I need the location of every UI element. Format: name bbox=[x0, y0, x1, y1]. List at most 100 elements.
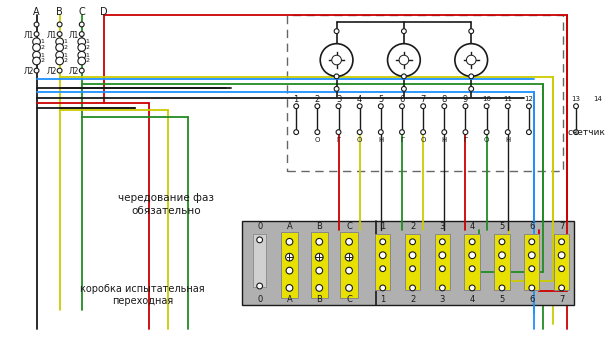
Circle shape bbox=[469, 285, 475, 291]
Circle shape bbox=[410, 266, 415, 272]
Circle shape bbox=[409, 252, 416, 259]
Circle shape bbox=[332, 55, 341, 65]
Circle shape bbox=[439, 266, 446, 272]
Bar bbox=[287, 15, 563, 171]
Bar bbox=[494, 234, 510, 290]
Circle shape bbox=[439, 285, 446, 291]
Circle shape bbox=[455, 44, 487, 76]
Circle shape bbox=[378, 104, 383, 109]
Text: Н: Н bbox=[442, 137, 447, 143]
Text: Л2: Л2 bbox=[69, 67, 80, 76]
Circle shape bbox=[499, 285, 505, 291]
Circle shape bbox=[380, 285, 385, 291]
Circle shape bbox=[499, 239, 505, 245]
Circle shape bbox=[439, 239, 446, 245]
Circle shape bbox=[78, 38, 86, 45]
Circle shape bbox=[529, 252, 535, 259]
Text: Г: Г bbox=[400, 137, 404, 143]
Text: 8: 8 bbox=[442, 95, 447, 104]
Circle shape bbox=[466, 55, 476, 65]
Text: 2: 2 bbox=[63, 45, 67, 50]
Circle shape bbox=[56, 38, 64, 45]
Circle shape bbox=[33, 51, 41, 59]
Circle shape bbox=[320, 44, 353, 76]
Text: 4: 4 bbox=[470, 295, 475, 304]
Circle shape bbox=[469, 266, 475, 272]
Circle shape bbox=[529, 285, 535, 291]
Circle shape bbox=[399, 104, 404, 109]
Circle shape bbox=[33, 44, 41, 51]
Circle shape bbox=[506, 104, 510, 109]
Circle shape bbox=[286, 285, 293, 291]
Circle shape bbox=[316, 267, 323, 274]
Circle shape bbox=[574, 130, 578, 134]
Circle shape bbox=[469, 74, 473, 79]
Text: чередование фаз: чередование фаз bbox=[118, 193, 214, 202]
Circle shape bbox=[334, 29, 339, 34]
Text: 5: 5 bbox=[500, 295, 504, 304]
Circle shape bbox=[506, 130, 510, 134]
Bar bbox=[554, 234, 569, 290]
Text: переходная: переходная bbox=[112, 297, 173, 306]
Bar bbox=[524, 234, 540, 290]
Circle shape bbox=[34, 68, 39, 73]
Circle shape bbox=[498, 252, 506, 259]
Circle shape bbox=[526, 104, 531, 109]
Circle shape bbox=[33, 38, 41, 45]
Text: 6: 6 bbox=[399, 95, 405, 104]
Circle shape bbox=[401, 29, 406, 34]
Circle shape bbox=[80, 68, 84, 73]
Text: 1: 1 bbox=[41, 39, 44, 44]
Text: О: О bbox=[484, 137, 489, 143]
Circle shape bbox=[442, 130, 447, 134]
Text: A: A bbox=[287, 295, 293, 304]
Circle shape bbox=[78, 51, 86, 59]
Text: 7: 7 bbox=[421, 95, 426, 104]
Text: 1: 1 bbox=[41, 53, 44, 58]
Circle shape bbox=[336, 130, 341, 134]
Circle shape bbox=[558, 266, 565, 272]
Circle shape bbox=[526, 130, 531, 134]
Circle shape bbox=[401, 74, 406, 79]
Text: 1: 1 bbox=[294, 95, 299, 104]
Circle shape bbox=[529, 239, 535, 245]
Text: B: B bbox=[56, 7, 63, 17]
Text: B: B bbox=[316, 295, 322, 304]
Circle shape bbox=[421, 104, 426, 109]
Text: 2: 2 bbox=[40, 45, 44, 50]
Text: 13: 13 bbox=[572, 96, 580, 103]
Text: О: О bbox=[421, 137, 426, 143]
Circle shape bbox=[558, 239, 565, 245]
Text: 2: 2 bbox=[86, 45, 89, 50]
Text: 1: 1 bbox=[380, 222, 385, 231]
Circle shape bbox=[286, 253, 293, 261]
Bar bbox=[253, 234, 266, 287]
Circle shape bbox=[34, 22, 39, 27]
Circle shape bbox=[380, 239, 385, 245]
Text: 2: 2 bbox=[314, 95, 320, 104]
Text: 2: 2 bbox=[40, 58, 44, 64]
Circle shape bbox=[80, 32, 84, 37]
Circle shape bbox=[286, 267, 293, 274]
Circle shape bbox=[469, 239, 475, 245]
Circle shape bbox=[401, 87, 406, 91]
Text: Л2: Л2 bbox=[47, 67, 57, 76]
Text: Г: Г bbox=[336, 137, 341, 143]
Circle shape bbox=[56, 44, 64, 51]
Text: C: C bbox=[346, 295, 352, 304]
Text: 5: 5 bbox=[378, 95, 384, 104]
Circle shape bbox=[56, 51, 64, 59]
Text: коробка испытательная: коробка испытательная bbox=[80, 284, 205, 294]
Text: 2: 2 bbox=[410, 295, 415, 304]
Text: 3: 3 bbox=[336, 95, 341, 104]
Circle shape bbox=[57, 32, 62, 37]
Text: C: C bbox=[78, 7, 85, 17]
Text: счетчик: счетчик bbox=[568, 128, 605, 137]
Text: 1: 1 bbox=[380, 295, 385, 304]
Circle shape bbox=[529, 266, 535, 272]
Circle shape bbox=[378, 130, 383, 134]
Text: A: A bbox=[287, 222, 293, 231]
Circle shape bbox=[574, 104, 578, 109]
Text: 14: 14 bbox=[593, 96, 602, 103]
Circle shape bbox=[336, 104, 341, 109]
